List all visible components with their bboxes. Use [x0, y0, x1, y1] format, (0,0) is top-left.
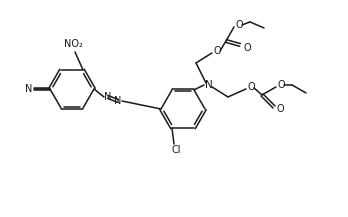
- Text: O: O: [243, 43, 251, 53]
- Text: N: N: [104, 92, 112, 102]
- Text: O: O: [277, 80, 285, 90]
- Text: O: O: [213, 46, 221, 56]
- Text: N: N: [114, 96, 122, 106]
- Text: O: O: [247, 82, 255, 92]
- Text: O: O: [276, 104, 284, 114]
- Text: N: N: [25, 84, 33, 94]
- Text: N: N: [205, 80, 213, 90]
- Text: Cl: Cl: [171, 145, 181, 155]
- Text: NO₂: NO₂: [64, 39, 82, 49]
- Text: O: O: [235, 20, 243, 30]
